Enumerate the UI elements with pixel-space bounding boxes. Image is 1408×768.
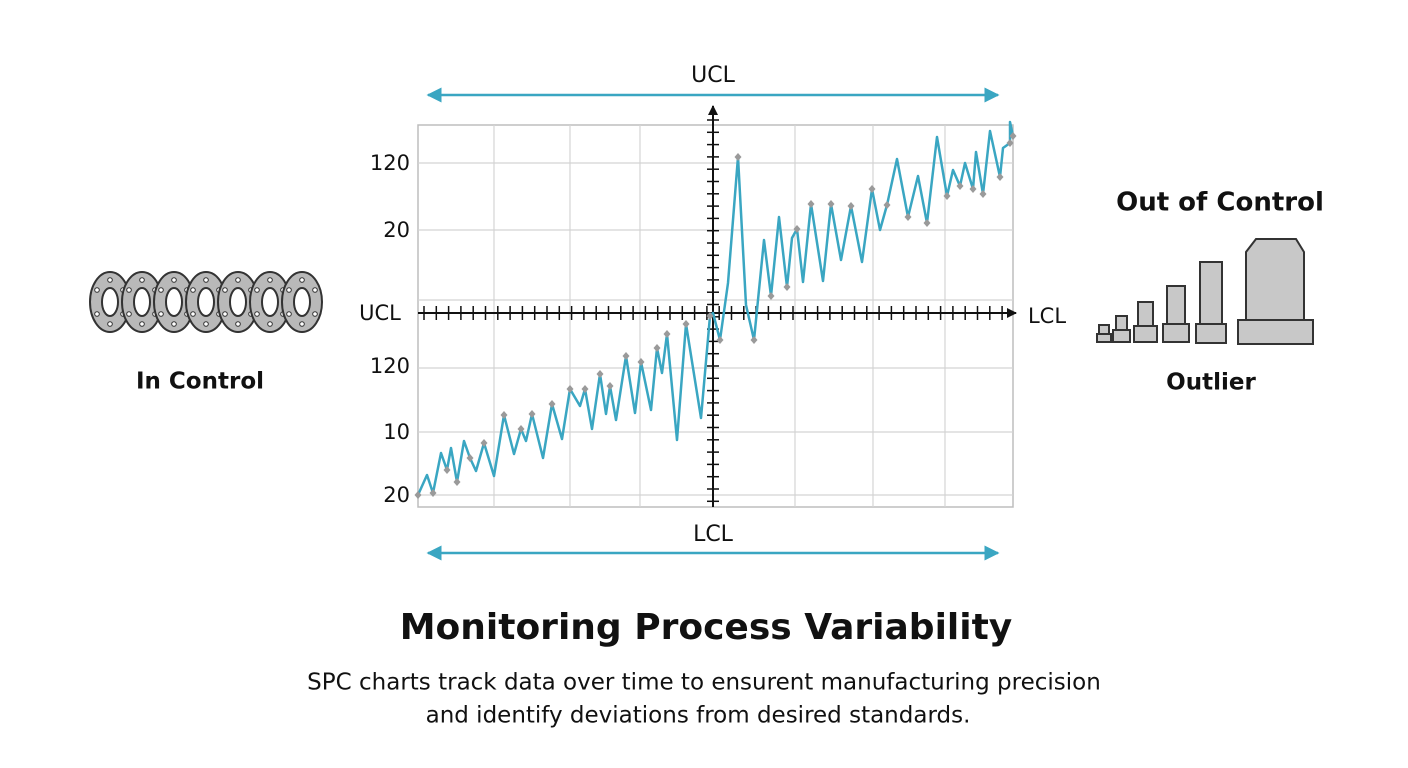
trace-point [847,202,855,210]
trace-points [414,132,1017,499]
trace-point [734,153,742,161]
axis-left-label: UCL [359,301,401,325]
trace-point [1006,139,1014,147]
trace-point [716,336,724,344]
washer-bolt-hole [158,287,164,293]
washer-bolt-hole [171,321,177,327]
trace-point [904,213,912,221]
washer-bolt-hole [286,287,292,293]
washer-bolt-hole [203,277,209,283]
y-label: 20 [383,218,410,242]
washer-bolt-hole [299,321,305,327]
washer-hole [293,287,311,317]
trace-point [682,320,690,328]
washer-bolt-hole [107,321,113,327]
trace-point [466,454,474,462]
trace-point [827,200,835,208]
washer-bolt-hole [235,321,241,327]
top-label: UCL [691,63,735,88]
washer-bolt-hole [126,287,132,293]
trace-point [596,370,604,378]
washer-bolt-hole [254,311,260,317]
washer-bolt-hole [222,287,228,293]
trace-point [969,185,977,193]
trace-point [453,478,461,486]
trace-point [943,192,951,200]
washer-bolt-hole [171,277,177,283]
trace-point [622,352,630,360]
washer-bolt-hole [94,287,100,293]
washer-bolt-hole [254,287,260,293]
washer-bolt-hole [158,311,164,317]
washer-bolt-hole [286,311,292,317]
trace-point [750,336,758,344]
trace-point [868,185,876,193]
y-label: 20 [383,483,410,507]
washer-bolt-hole [299,277,305,283]
washer-bolt-hole [190,287,196,293]
washer-bolt-hole [94,311,100,317]
trace-point [807,200,815,208]
trace-point [528,410,536,418]
washer-bolt-hole [126,311,132,317]
washer-hole [197,287,215,317]
trace-point [706,312,714,320]
title: Monitoring Process Variability [400,607,1013,648]
washer-hole [261,287,279,317]
grid [417,124,1014,508]
y-label: 10 [383,420,410,444]
subtitle-line: and identify deviations from desired sta… [426,703,971,729]
trace-point [414,491,422,499]
washer-hole [229,287,247,317]
trace-point [637,358,645,366]
washer-bolt-hole [312,287,318,293]
washers-icon [89,271,323,333]
washer-hole [101,287,119,317]
washer-hole [165,287,183,317]
trace-point [783,283,791,291]
washer-bolt-hole [107,277,113,283]
trace-point [956,182,964,190]
right-caption: Outlier [1166,370,1256,396]
washer-hole [133,287,151,317]
y-label: 120 [370,151,410,175]
trace-point [443,466,451,474]
trace-point [793,225,801,233]
trace-point [1009,132,1017,140]
y-label: 120 [370,354,410,378]
washer-bolt-hole [222,311,228,317]
washer-bolt-hole [190,311,196,317]
washer-bolt-hole [139,277,145,283]
axis-right-label: LCL [1028,304,1066,328]
trace-point [517,425,525,433]
washer-bolt-hole [267,277,273,283]
washer-bolt-hole [203,321,209,327]
washer-bolt-hole [235,277,241,283]
washer-bolt-hole [139,321,145,327]
trace-point [979,190,987,198]
trace-point [566,385,574,393]
subtitle-line: SPC charts track data over time to ensur… [307,670,1101,696]
trace-point [883,201,891,209]
washer-bolt-hole [312,311,318,317]
trace-point [653,344,661,352]
bottom-label: LCL [693,522,734,547]
trace-point [996,173,1004,181]
left-caption: In Control [136,369,264,395]
right-title: Out of Control [1116,188,1324,218]
trace-point [923,219,931,227]
trace-point [581,385,589,393]
trace-point [500,411,508,419]
process-trace [416,120,1015,496]
bolts-icon [1096,238,1314,345]
plot-frame [417,124,1014,508]
trace-point [480,439,488,447]
trace-point [663,330,671,338]
washer-bolt-hole [267,321,273,327]
trace-point [429,489,437,497]
trace-point [606,382,614,390]
trace-point [767,292,775,300]
trace-point [548,400,556,408]
